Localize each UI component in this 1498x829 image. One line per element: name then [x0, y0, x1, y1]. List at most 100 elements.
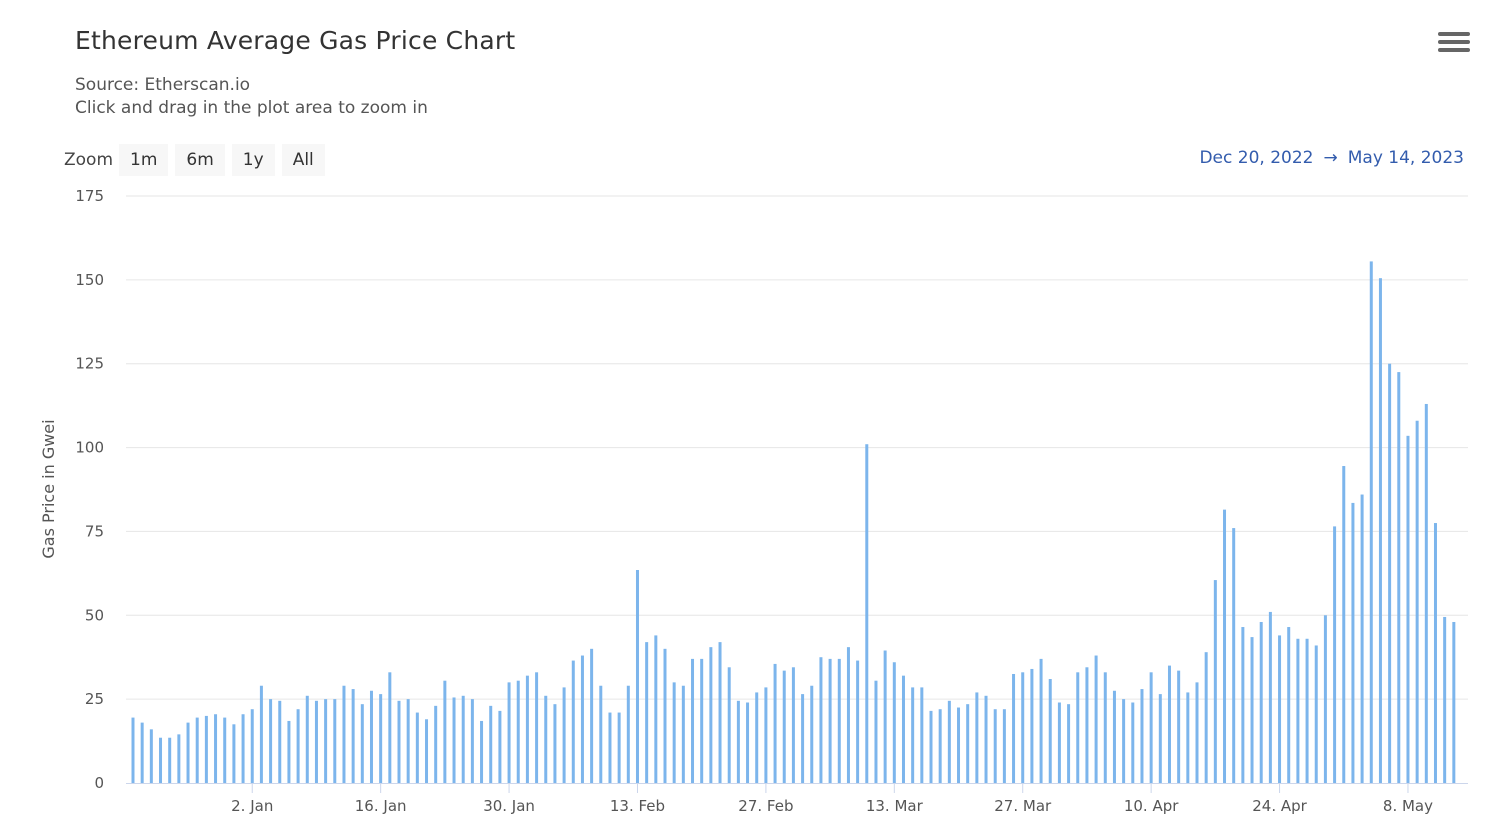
bar[interactable] — [480, 720, 484, 783]
bar[interactable] — [1287, 627, 1291, 783]
bar[interactable] — [149, 729, 153, 783]
bar[interactable] — [131, 717, 135, 783]
bar[interactable] — [975, 692, 979, 783]
bar[interactable] — [177, 734, 181, 783]
bar[interactable] — [223, 717, 227, 783]
bar[interactable] — [755, 692, 759, 783]
bar[interactable] — [305, 695, 309, 783]
bar[interactable] — [791, 667, 795, 783]
bar[interactable] — [993, 709, 997, 783]
bar[interactable] — [590, 648, 594, 783]
bar[interactable] — [1378, 278, 1382, 783]
bar[interactable] — [571, 660, 575, 783]
bar[interactable] — [1397, 372, 1401, 783]
bar[interactable] — [1195, 682, 1199, 783]
bar[interactable] — [250, 709, 254, 783]
bar[interactable] — [204, 715, 208, 783]
bar[interactable] — [1360, 494, 1364, 783]
bar[interactable] — [1314, 645, 1318, 783]
bar[interactable] — [599, 685, 603, 783]
bar[interactable] — [1369, 261, 1373, 783]
bar[interactable] — [1305, 638, 1309, 783]
zoom-1m-button[interactable]: 1m — [119, 144, 169, 176]
zoom-1y-button[interactable]: 1y — [231, 144, 275, 176]
bar[interactable] — [1232, 528, 1236, 783]
zoom-6m-button[interactable]: 6m — [175, 144, 225, 176]
bar[interactable] — [1167, 665, 1171, 783]
bar[interactable] — [608, 712, 612, 783]
bar[interactable] — [1131, 702, 1135, 784]
bar[interactable] — [1067, 704, 1071, 783]
bar[interactable] — [892, 662, 896, 783]
bar[interactable] — [415, 712, 419, 783]
bar[interactable] — [580, 655, 584, 783]
bar[interactable] — [801, 694, 805, 783]
bar[interactable] — [1296, 638, 1300, 783]
bar[interactable] — [397, 700, 401, 783]
bar[interactable] — [379, 694, 383, 783]
range-to-date[interactable]: May 14, 2023 — [1347, 148, 1464, 168]
bar[interactable] — [1213, 580, 1217, 783]
bar[interactable] — [351, 689, 355, 783]
bar[interactable] — [186, 722, 190, 783]
bar[interactable] — [1241, 627, 1245, 783]
range-from-date[interactable]: Dec 20, 2022 — [1199, 148, 1314, 168]
bar[interactable] — [1452, 621, 1456, 783]
bar[interactable] — [498, 710, 502, 783]
bar[interactable] — [700, 658, 704, 783]
bar[interactable] — [1112, 690, 1116, 783]
bar[interactable] — [654, 635, 658, 783]
bar[interactable] — [425, 719, 429, 783]
bar[interactable] — [507, 682, 511, 783]
bar[interactable] — [746, 702, 750, 784]
bar[interactable] — [369, 690, 373, 783]
bar[interactable] — [525, 675, 529, 783]
bar[interactable] — [819, 657, 823, 783]
bar[interactable] — [232, 724, 236, 783]
bar[interactable] — [736, 700, 740, 783]
bar[interactable] — [1085, 667, 1089, 783]
bar[interactable] — [709, 647, 713, 783]
bar[interactable] — [966, 704, 970, 783]
bar[interactable] — [214, 714, 218, 783]
bar[interactable] — [1342, 466, 1346, 783]
bar[interactable] — [406, 699, 410, 783]
bar[interactable] — [901, 675, 905, 783]
bar[interactable] — [140, 722, 144, 783]
hamburger-menu-icon[interactable] — [1438, 32, 1470, 58]
bar[interactable] — [544, 695, 548, 783]
bar[interactable] — [1002, 709, 1006, 783]
bar[interactable] — [856, 660, 860, 783]
bar[interactable] — [846, 647, 850, 783]
bar[interactable] — [1388, 363, 1392, 783]
bar[interactable] — [929, 710, 933, 783]
bar[interactable] — [1223, 509, 1227, 783]
bar[interactable] — [553, 704, 557, 783]
bar[interactable] — [828, 658, 832, 783]
bar[interactable] — [516, 680, 520, 783]
bar[interactable] — [342, 685, 346, 783]
bar[interactable] — [1048, 679, 1052, 783]
bar[interactable] — [984, 695, 988, 783]
bar[interactable] — [626, 685, 630, 783]
bar[interactable] — [1323, 615, 1327, 783]
bar[interactable] — [1021, 672, 1025, 783]
bar[interactable] — [672, 682, 676, 783]
bar[interactable] — [810, 685, 814, 783]
bar[interactable] — [1122, 699, 1126, 783]
bar[interactable] — [1250, 637, 1254, 783]
bar[interactable] — [1140, 689, 1144, 783]
bar[interactable] — [443, 680, 447, 783]
bar[interactable] — [681, 685, 685, 783]
bar[interactable] — [1030, 668, 1034, 783]
bar[interactable] — [296, 709, 300, 783]
bar[interactable] — [1103, 672, 1107, 783]
bar[interactable] — [388, 672, 392, 783]
bar[interactable] — [1204, 652, 1208, 783]
bar[interactable] — [663, 648, 667, 783]
bar[interactable] — [691, 658, 695, 783]
bar[interactable] — [947, 700, 951, 783]
bar[interactable] — [470, 699, 474, 783]
bar[interactable] — [1259, 621, 1263, 783]
